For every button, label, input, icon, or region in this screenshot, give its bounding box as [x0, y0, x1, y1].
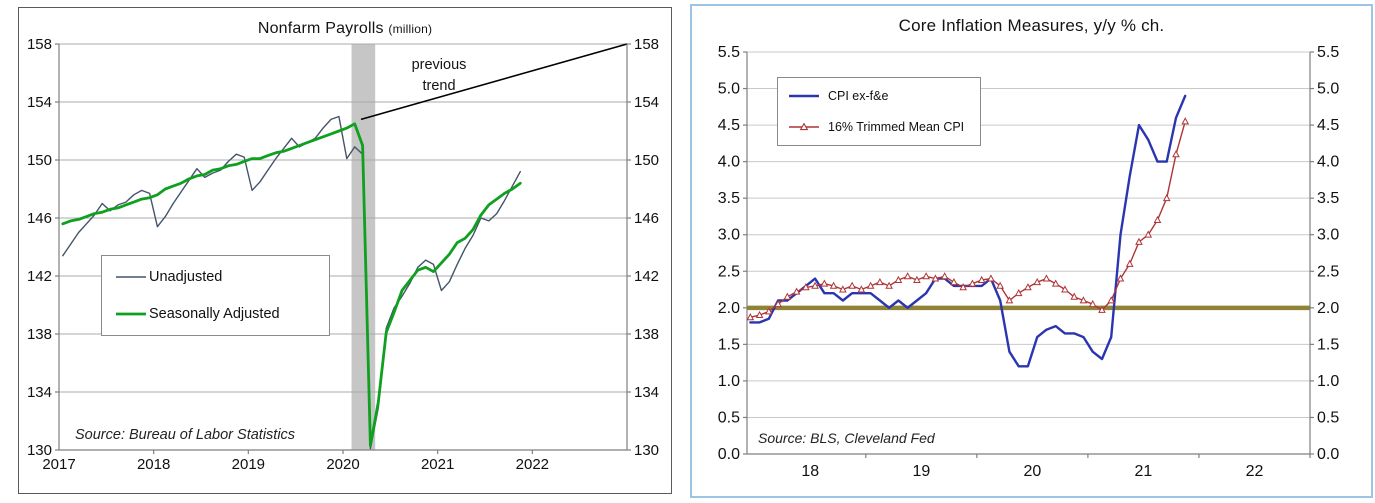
- svg-text:2.0: 2.0: [1317, 300, 1339, 317]
- svg-text:0.5: 0.5: [1317, 409, 1339, 426]
- svg-text:3.0: 3.0: [1317, 227, 1339, 244]
- svg-text:4.5: 4.5: [718, 117, 740, 134]
- svg-text:2.0: 2.0: [718, 300, 740, 317]
- svg-text:138: 138: [634, 326, 659, 343]
- svg-text:0.0: 0.0: [1317, 446, 1339, 463]
- nonfarm-title-unit: (million): [388, 22, 433, 36]
- svg-text:150: 150: [27, 152, 52, 169]
- svg-text:134: 134: [27, 384, 52, 401]
- svg-text:1.0: 1.0: [718, 373, 740, 390]
- svg-text:2018: 2018: [137, 456, 170, 473]
- svg-text:4.5: 4.5: [1317, 117, 1339, 134]
- svg-text:21: 21: [1135, 463, 1153, 480]
- svg-text:3.5: 3.5: [1317, 190, 1339, 207]
- svg-text:130: 130: [634, 442, 659, 459]
- nonfarm-payrolls-panel: 158 158 154 154 150 150 146 146 142 142 138 138 134 1…: [18, 7, 672, 494]
- svg-text:3.0: 3.0: [718, 227, 740, 244]
- seasonally-adjusted-line-sample-icon: [116, 312, 146, 316]
- nonfarm-payrolls-chart: 158 158 154 154 150 150 146 146 142 142 138 138 134 1…: [27, 36, 659, 473]
- previous-trend-line1: previous: [411, 57, 467, 73]
- legend-item-unadjusted: Unadjusted: [115, 269, 329, 285]
- svg-text:142: 142: [27, 268, 52, 285]
- cpi-ex-fe-line-sample-icon: [789, 94, 819, 97]
- svg-text:5.0: 5.0: [1317, 81, 1339, 98]
- previous-trend-annotation: previous trend: [374, 55, 504, 97]
- svg-text:4.0: 4.0: [718, 154, 740, 171]
- svg-text:5.5: 5.5: [1317, 44, 1339, 61]
- svg-text:142: 142: [634, 268, 659, 285]
- unadjusted-line-sample-icon: [116, 275, 146, 278]
- trimmed-mean-line-sample-icon: [789, 122, 819, 131]
- svg-text:0.5: 0.5: [718, 409, 740, 426]
- svg-text:154: 154: [634, 94, 659, 111]
- svg-text:2.5: 2.5: [1317, 263, 1339, 280]
- svg-text:2021: 2021: [421, 456, 454, 473]
- svg-text:19: 19: [912, 463, 930, 480]
- core-inflation-panel: 5.5 5.5 5.0 5.0 4.5 4.5 4.0 4.0 3.5 3.5 3.0 3.0 2.5 2…: [690, 4, 1373, 498]
- nonfarm-chart-title: Nonfarm Payrolls (million): [19, 20, 671, 38]
- previous-trend-line2: trend: [422, 78, 456, 94]
- core-inflation-source-note: Source: BLS, Cleveland Fed: [758, 430, 935, 446]
- svg-text:158: 158: [27, 36, 52, 53]
- svg-text:0.0: 0.0: [718, 446, 740, 463]
- svg-text:150: 150: [634, 152, 659, 169]
- svg-text:18: 18: [801, 463, 819, 480]
- legend-item-cpi-ex-fe: CPI ex-f&e: [787, 89, 980, 103]
- svg-text:4.0: 4.0: [1317, 154, 1339, 171]
- svg-text:5.0: 5.0: [718, 81, 740, 98]
- legend-label-cpi-ex-fe: CPI ex-f&e: [828, 88, 889, 103]
- svg-text:2020: 2020: [326, 456, 359, 473]
- nonfarm-title-text: Nonfarm Payrolls: [257, 20, 384, 37]
- nonfarm-legend: Unadjusted Seasonally Adjusted: [101, 255, 330, 336]
- svg-text:138: 138: [27, 326, 52, 343]
- svg-text:5.5: 5.5: [718, 44, 740, 61]
- nonfarm-source-note: Source: Bureau of Labor Statistics: [75, 427, 296, 443]
- svg-text:130: 130: [27, 442, 52, 459]
- legend-item-trimmed-mean-cpi: 16% Trimmed Mean CPI: [787, 120, 980, 134]
- svg-text:2019: 2019: [232, 456, 265, 473]
- svg-text:158: 158: [634, 36, 659, 53]
- legend-label-trimmed-mean-cpi: 16% Trimmed Mean CPI: [828, 120, 965, 135]
- svg-text:1.0: 1.0: [1317, 373, 1339, 390]
- core-inflation-chart-title: Core Inflation Measures, y/y % ch.: [898, 16, 1165, 35]
- svg-text:134: 134: [634, 384, 659, 401]
- svg-text:3.5: 3.5: [718, 190, 740, 207]
- svg-text:1.5: 1.5: [718, 336, 740, 353]
- svg-text:146: 146: [634, 210, 659, 227]
- legend-label-seasonally-adjusted: Seasonally Adjusted: [149, 306, 280, 323]
- svg-text:2017: 2017: [42, 456, 75, 473]
- svg-text:2.5: 2.5: [718, 263, 740, 280]
- svg-text:1.5: 1.5: [1317, 336, 1339, 353]
- svg-text:20: 20: [1023, 463, 1041, 480]
- legend-item-seasonally-adjusted: Seasonally Adjusted: [115, 306, 329, 322]
- svg-text:2022: 2022: [516, 456, 549, 473]
- core-inflation-legend: CPI ex-f&e 16% Trimmed Mean CPI: [777, 77, 981, 146]
- legend-label-unadjusted: Unadjusted: [149, 268, 223, 285]
- svg-text:146: 146: [27, 210, 52, 227]
- svg-text:22: 22: [1246, 463, 1264, 480]
- svg-text:154: 154: [27, 94, 52, 111]
